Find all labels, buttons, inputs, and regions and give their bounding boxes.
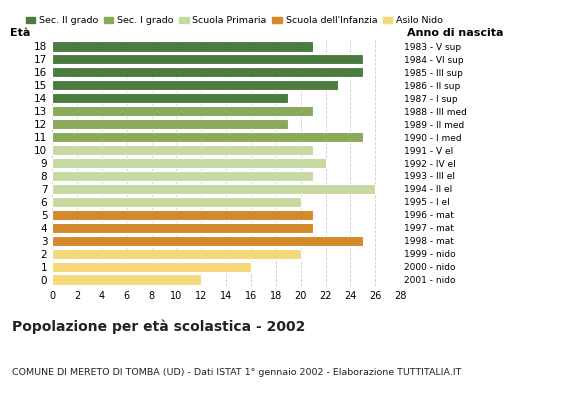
Text: COMUNE DI MERETO DI TOMBA (UD) - Dati ISTAT 1° gennaio 2002 - Elaborazione TUTTI: COMUNE DI MERETO DI TOMBA (UD) - Dati IS… [12,368,461,377]
Text: Anno di nascita: Anno di nascita [407,28,503,38]
Text: Età: Età [10,28,31,38]
Legend: Sec. II grado, Sec. I grado, Scuola Primaria, Scuola dell'Infanzia, Asilo Nido: Sec. II grado, Sec. I grado, Scuola Prim… [26,16,443,26]
Bar [52,236,363,246]
Bar [52,274,201,284]
Bar [52,171,313,181]
Bar [52,184,375,194]
Bar [52,42,313,52]
Bar [52,106,313,116]
Bar [52,262,251,272]
Bar [52,80,338,90]
Bar [52,132,363,142]
Bar [52,158,325,168]
Bar [52,54,363,64]
Bar [52,223,313,233]
Bar [52,93,288,103]
Bar [52,248,301,259]
Bar [52,119,288,129]
Bar [52,67,363,78]
Bar [52,210,313,220]
Bar [52,197,301,207]
Text: Popolazione per età scolastica - 2002: Popolazione per età scolastica - 2002 [12,320,305,334]
Bar [52,145,313,155]
